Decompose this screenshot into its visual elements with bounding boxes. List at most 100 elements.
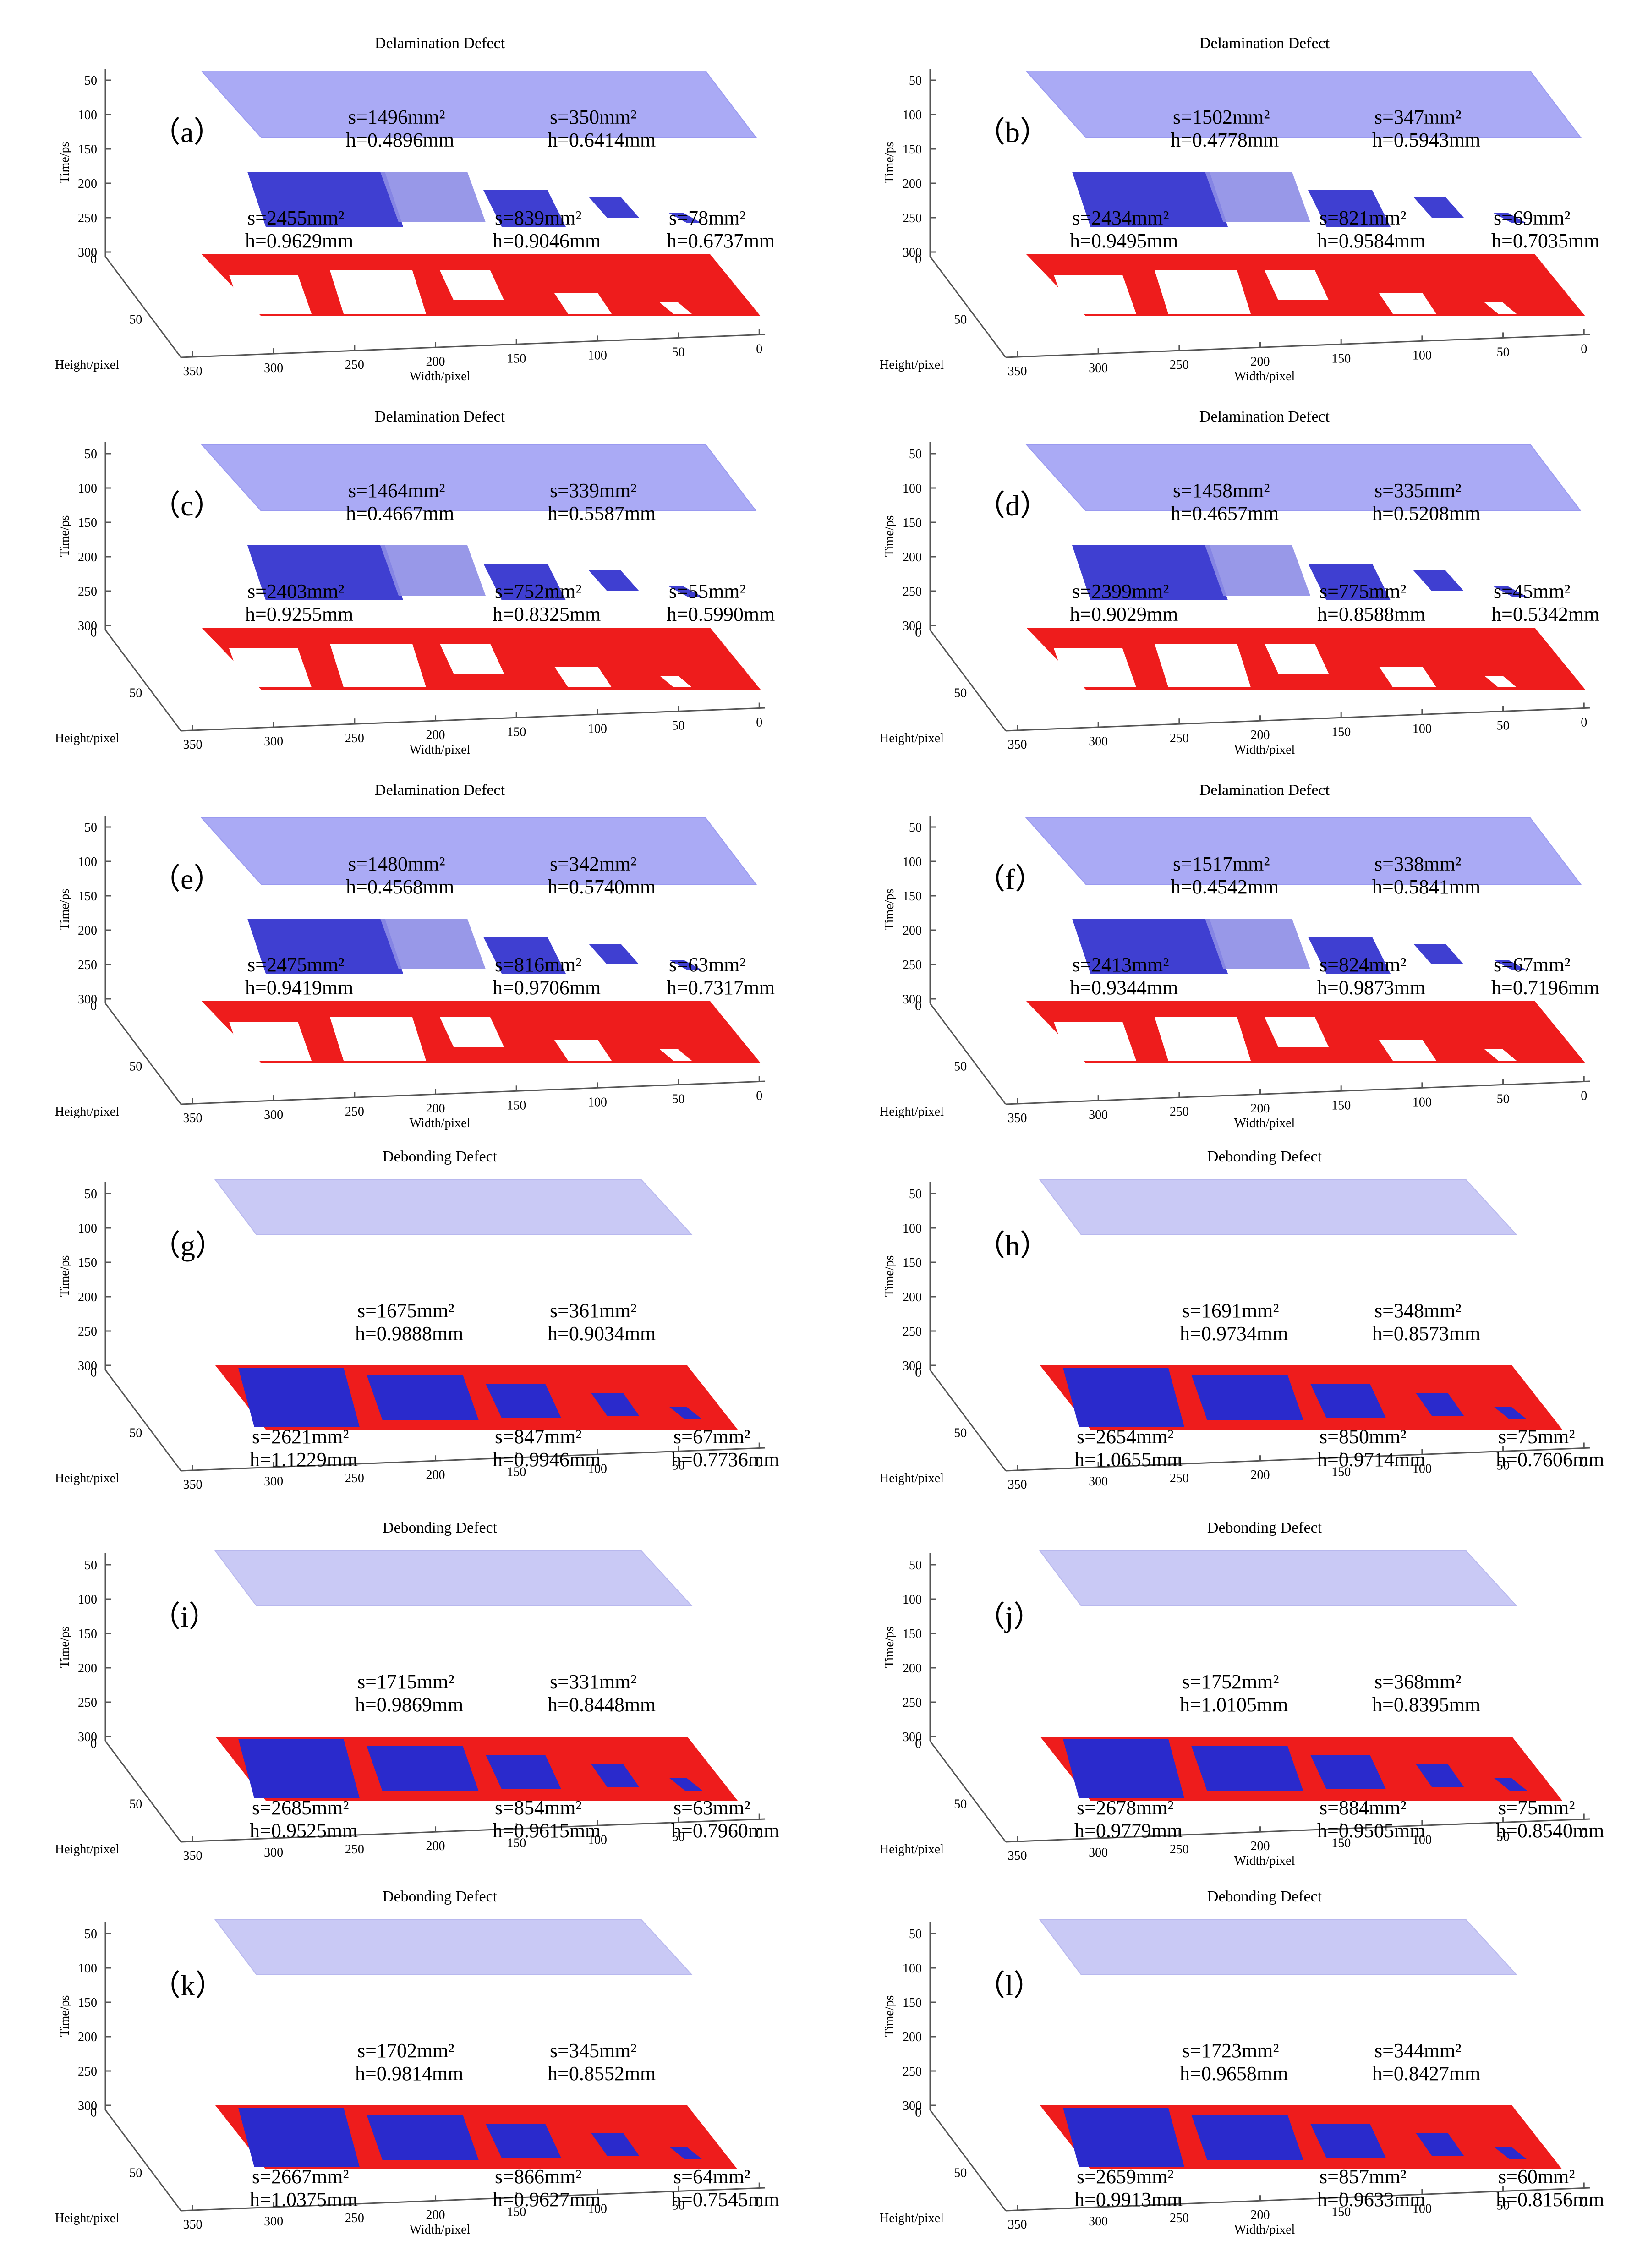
panel-label: （i） [151,1600,218,1633]
defect-hole-lower [1379,667,1436,687]
annotation-depth: h=0.8325mm [493,603,601,625]
annotation-depth: h=0.7606mm [1496,1448,1604,1471]
z-tick-label: 200 [903,177,922,191]
z-tick-label: 200 [903,924,922,938]
z-tick-label: 200 [78,1661,97,1676]
y-tick-label: 0 [90,999,97,1013]
x-tick-label: 100 [1413,348,1432,362]
z-axis-label: Time/ps [882,1255,897,1297]
panel-title: Delamination Defect [375,408,505,425]
top-surface-layer [214,1179,693,1235]
defect-patch [669,1778,702,1791]
panel-c: Delamination Defect （c） 50 100 150 200 250 300 T… [55,408,775,757]
x-tick-label: 150 [507,351,526,366]
z-tick-label: 50 [84,1187,97,1201]
annotation-depth: h=0.9495mm [1070,230,1178,252]
panel-title: Debonding Defect [1207,1888,1322,1905]
x-tick-label: 200 [1251,1839,1270,1853]
defect-patch-upper [483,190,566,227]
defect-patch-upper [247,919,403,974]
x-axis-line [181,334,766,358]
annotation-area: s=1464mm² [348,479,445,502]
top-surface-layer [1025,444,1582,511]
x-axis-line [181,1447,766,1472]
defect-patch [238,2108,360,2167]
annotation-depth: h=0.9584mm [1317,230,1425,252]
z-tick-label: 300 [78,1359,97,1373]
defect-patch-upper [1308,937,1391,974]
z-tick-label: 200 [78,177,97,191]
z-tick-label: 150 [903,516,922,530]
x-tick-label: 100 [588,2202,607,2216]
z-tick-label: 250 [78,585,97,599]
defect-hole-lower [1265,1017,1329,1047]
annotation-area: s=1502mm² [1173,106,1270,128]
defect-patch-upper [1494,586,1527,597]
annotation-area: s=2475mm² [247,953,345,976]
defect-hole-lower [330,270,426,314]
annotation-depth: h=0.5587mm [548,502,656,525]
z-tick-label: 100 [78,855,97,869]
x-axis-label: Width/pixel [410,1116,471,1130]
x-tick-label: 250 [345,1105,364,1119]
z-tick-label: 100 [78,482,97,496]
defect-hole-lower [1155,644,1251,687]
top-surface-layer [200,817,757,885]
panel-label: （l） [976,1969,1043,2002]
z-tick-label: 150 [903,1996,922,2010]
x-axis-line [1005,1447,1590,1472]
panel-j: Debonding Defect （j） 50 100 150 200 250 300 Time… [880,1519,1604,1868]
x-axis-label: Width/pixel [1234,743,1295,757]
z-tick-label: 100 [903,482,922,496]
defect-patch [1494,1778,1527,1791]
panel-label: （d） [976,489,1049,522]
x-tick-label: 250 [1170,358,1189,372]
x-tick-label: 50 [672,718,685,733]
defect-hole-lower [440,644,504,674]
y-axis-label: Height/pixel [880,1471,944,1485]
z-tick-label: 150 [78,1996,97,2010]
x-tick-label: 200 [426,1468,445,1482]
annotation-depth: h=0.7035mm [1491,230,1599,252]
z-tick-label: 50 [84,1927,97,1941]
z-tick-label: 50 [909,821,922,835]
annotation-depth: h=0.9046mm [493,230,601,252]
z-tick-label: 200 [78,924,97,938]
x-tick-label: 50 [672,1830,685,1844]
y-tick-label: 50 [954,686,967,700]
x-tick-label: 250 [1170,1471,1189,1485]
defect-patch-upper [1413,944,1464,964]
defect-patch [1494,2147,1527,2159]
x-tick-label: 200 [1251,1468,1270,1482]
annotation-area: s=1675mm² [357,1299,454,1322]
defect-patch-upper [1072,919,1228,974]
x-axis-line [181,1080,766,1105]
annotation-depth: h=0.9034mm [548,1322,656,1345]
annotation-area: s=1458mm² [1173,479,1270,502]
annotation-area: s=1496mm² [348,106,445,128]
annotation-area: s=63mm² [673,1797,750,1819]
annotation-depth: h=0.7960mm [671,1819,779,1842]
defect-hole-lower [330,644,426,687]
x-tick-label: 250 [1170,731,1189,745]
panel-g: Debonding Defect （g） 50 100 150 200 250 300 Time… [55,1148,779,1492]
defect-hole-lower [554,667,612,687]
x-tick-label: 50 [672,1458,685,1473]
x-tick-label: 150 [1331,1465,1351,1479]
z-axis-label: Time/ps [58,515,72,557]
y-axis-label: Height/pixel [55,1842,119,1857]
annotation-depth: h=0.4657mm [1171,502,1279,525]
annotation-area: s=2403mm² [247,580,345,603]
z-tick-label: 250 [78,211,97,225]
annotation-depth: h=0.8448mm [548,1693,656,1716]
defect-hole-lower [1054,648,1136,687]
x-tick-label: 0 [1581,1089,1587,1103]
y-tick-label: 0 [90,1365,97,1380]
defect-patch-upper [669,586,702,597]
z-axis-label: Time/ps [58,1995,72,2037]
annotation-area: s=884mm² [1319,1797,1407,1819]
annotation-area: s=2667mm² [252,2165,349,2188]
y-tick-label: 50 [129,1426,142,1440]
annotation-area: s=1517mm² [1173,853,1270,875]
y-tick-label: 0 [915,252,921,266]
